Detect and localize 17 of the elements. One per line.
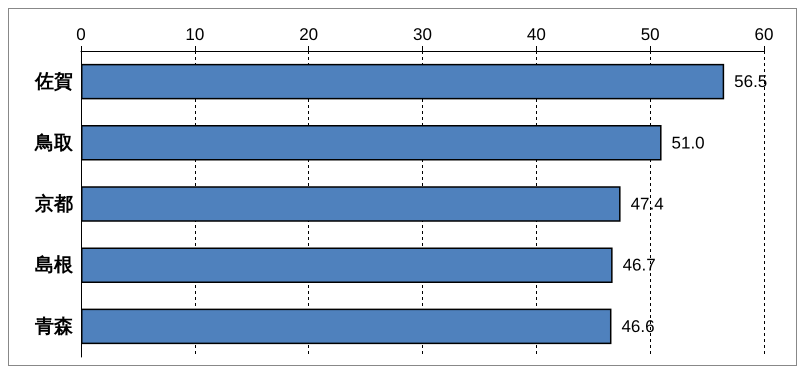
data-label: 46.7 [622, 256, 656, 275]
data-label: 47.4 [630, 194, 664, 214]
y-tick-label: 青森 [34, 315, 74, 338]
x-tick-label: 0 [76, 25, 86, 44]
y-tick-label: 佐賀 [34, 70, 73, 93]
x-tick-label: 10 [185, 25, 204, 44]
data-label: 56.5 [734, 72, 768, 92]
y-tick-label: 島根 [35, 254, 74, 276]
x-tick-label: 60 [754, 25, 774, 44]
x-tick-label: 50 [640, 25, 660, 44]
data-label: 46.6 [621, 316, 655, 336]
y-tick-label: 京都 [34, 193, 73, 215]
x-tick-label: 40 [526, 25, 546, 44]
x-tick-label: 30 [413, 25, 432, 44]
y-tick-label: 鳥取 [34, 132, 74, 154]
data-label: 51.0 [672, 133, 705, 152]
x-tick-label: 20 [299, 25, 318, 44]
